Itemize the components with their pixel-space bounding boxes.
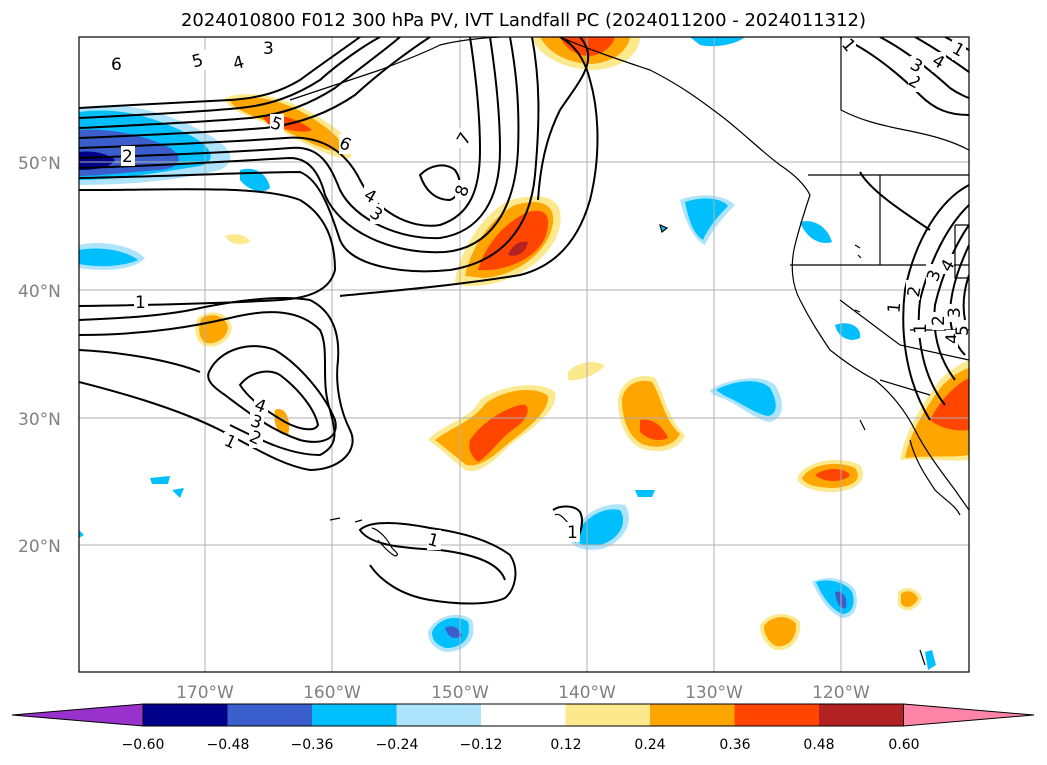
positive-anomaly-area [930, 378, 969, 431]
contour-label: 4 [943, 333, 963, 344]
lat-label: 20°N [18, 537, 61, 557]
contour-label: 2 [904, 285, 926, 299]
negative-anomaly-area [685, 198, 728, 240]
contour-label: 3 [945, 307, 965, 318]
colorbar-extend-low [11, 703, 144, 727]
negative-anomaly-area [800, 221, 832, 244]
colorbar-outline [142, 703, 904, 727]
lat-label: 50°N [18, 154, 61, 174]
negative-anomaly-area [79, 530, 84, 538]
contour-label: 2 [122, 147, 133, 167]
contour-label: 4 [231, 52, 247, 74]
lat-label: 40°N [18, 282, 61, 302]
lon-label: 150°W [431, 683, 489, 703]
positive-anomaly-area [469, 404, 528, 462]
colorbar-tick-label: −0.48 [207, 737, 250, 753]
colorbar-swatch [143, 704, 228, 726]
colorbar-swatch [734, 704, 820, 726]
positive-anomaly-area [225, 234, 250, 245]
negative-anomaly-area [716, 381, 776, 416]
colorbar: −0.60 −0.48 −0.36 −0.24 −0.12 0.12 0.24 … [11, 703, 1035, 753]
map-frame [78, 36, 970, 673]
colorbar-tick-label: 0.48 [803, 737, 834, 753]
negative-anomaly-area [635, 490, 655, 497]
colorbar-tick-label: 0.36 [719, 737, 750, 753]
colorbar-swatches [11, 703, 1035, 727]
positive-anomaly-area [764, 617, 797, 647]
lon-label: 170°W [176, 683, 234, 703]
colorbar-extend-high [903, 703, 1035, 727]
map-background [79, 37, 969, 672]
colorbar-swatch [819, 704, 904, 726]
negative-anomaly-area [150, 476, 170, 484]
colorbar-tick-label: −0.24 [376, 737, 419, 753]
colorbar-swatch [227, 704, 313, 726]
colorbar-tick-label: 0.60 [888, 737, 919, 753]
contour-label: 1 [135, 293, 146, 313]
colorbar-tick-label: −0.60 [122, 737, 165, 753]
positive-anomaly-area [901, 591, 918, 607]
contour-label: 6 [111, 55, 122, 75]
negative-anomaly-area [445, 626, 462, 638]
contour-label: 5 [190, 50, 206, 72]
negative-anomaly-area [690, 37, 745, 47]
map-title: 2024010800 F012 300 hPa PV, IVT Landfall… [180, 10, 867, 31]
colorbar-tick-label: −0.12 [460, 737, 503, 753]
lon-label: 120°W [812, 683, 870, 703]
lat-label: 30°N [18, 410, 61, 430]
lon-label: 130°W [685, 683, 743, 703]
colorbar-swatch [312, 704, 397, 726]
contour-label: 2 [929, 315, 949, 326]
positive-anomaly-area [640, 419, 668, 440]
colorbar-tick-label: 0.12 [550, 737, 581, 753]
lon-label: 160°W [303, 683, 361, 703]
colorbar-tick-label: −0.36 [291, 737, 334, 753]
colorbar-swatch [565, 704, 651, 726]
latitude-labels: 50°N 40°N 30°N 20°N [18, 154, 61, 557]
contour-label: 1 [425, 530, 441, 552]
colorbar-swatch [396, 704, 482, 726]
contour-label: 1 [567, 523, 578, 543]
contour-label: 3 [263, 39, 274, 59]
contour-label: 1 [911, 323, 931, 334]
negative-anomaly-area [172, 488, 184, 498]
contour-label: 1 [884, 301, 905, 314]
positive-anomaly-area [508, 241, 528, 256]
negative-anomaly-area [925, 650, 936, 670]
negative-anomaly-area [79, 248, 138, 267]
positive-anomaly-area [478, 210, 549, 271]
positive-anomaly-area [274, 409, 290, 436]
positive-anomaly-area [622, 380, 680, 447]
colorbar-swatch [650, 704, 735, 726]
colorbar-tick-label: 0.24 [634, 737, 665, 753]
longitude-labels: 170°W 160°W 150°W 140°W 130°W 120°W [176, 683, 870, 703]
colorbar-ticks: −0.60 −0.48 −0.36 −0.24 −0.12 0.12 0.24 … [122, 737, 920, 753]
lon-label: 140°W [558, 683, 616, 703]
contour-label: 5 [953, 325, 973, 336]
colorbar-swatch [481, 704, 566, 726]
negative-anomaly-area [240, 168, 270, 192]
contour-label-group: 6 5 4 3 2 1 5 6 4 3 7 8 1 4 [110, 37, 973, 552]
